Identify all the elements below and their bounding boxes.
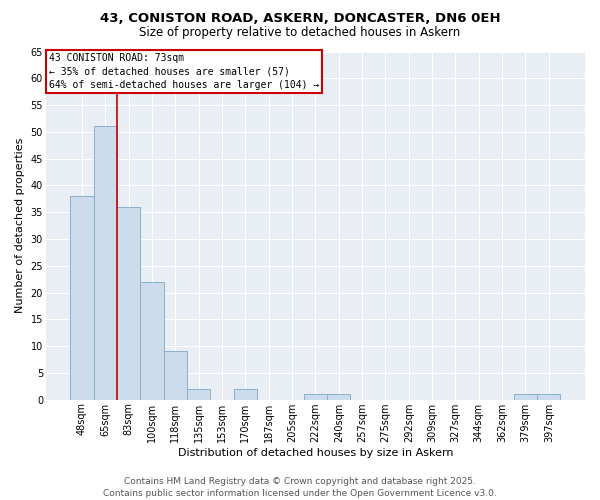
Bar <box>117 207 140 400</box>
Bar <box>514 394 537 400</box>
Text: Contains HM Land Registry data © Crown copyright and database right 2025.
Contai: Contains HM Land Registry data © Crown c… <box>103 476 497 498</box>
Bar <box>304 394 327 400</box>
X-axis label: Distribution of detached houses by size in Askern: Distribution of detached houses by size … <box>178 448 453 458</box>
Y-axis label: Number of detached properties: Number of detached properties <box>15 138 25 314</box>
Bar <box>187 389 211 400</box>
Bar <box>70 196 94 400</box>
Bar <box>140 282 164 400</box>
Bar <box>94 126 117 400</box>
Text: Size of property relative to detached houses in Askern: Size of property relative to detached ho… <box>139 26 461 39</box>
Text: 43, CONISTON ROAD, ASKERN, DONCASTER, DN6 0EH: 43, CONISTON ROAD, ASKERN, DONCASTER, DN… <box>100 12 500 26</box>
Bar <box>537 394 560 400</box>
Bar <box>234 389 257 400</box>
Bar <box>164 352 187 400</box>
Bar <box>327 394 350 400</box>
Text: 43 CONISTON ROAD: 73sqm
← 35% of detached houses are smaller (57)
64% of semi-de: 43 CONISTON ROAD: 73sqm ← 35% of detache… <box>49 53 319 90</box>
